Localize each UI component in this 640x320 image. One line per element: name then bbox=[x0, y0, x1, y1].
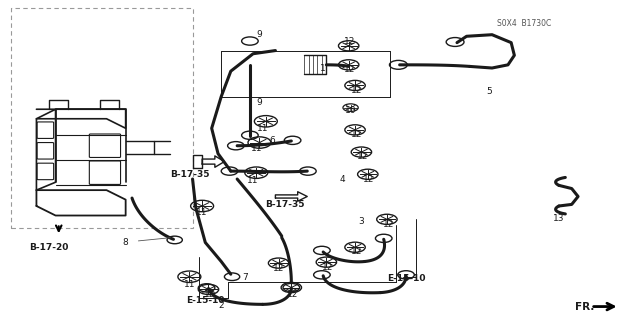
Text: 13: 13 bbox=[553, 214, 564, 223]
Text: 12: 12 bbox=[351, 86, 362, 95]
Text: 12: 12 bbox=[287, 290, 298, 299]
Text: 12: 12 bbox=[351, 247, 362, 257]
Text: 12: 12 bbox=[383, 220, 394, 229]
Text: 11: 11 bbox=[247, 176, 259, 185]
Text: 12: 12 bbox=[344, 36, 356, 45]
Text: 12: 12 bbox=[351, 130, 362, 139]
Text: 9: 9 bbox=[257, 30, 262, 39]
Text: 8: 8 bbox=[123, 238, 129, 247]
Text: S0X4  B1730C: S0X4 B1730C bbox=[497, 19, 551, 28]
Text: 11: 11 bbox=[196, 208, 208, 217]
Text: 3: 3 bbox=[358, 217, 364, 226]
Text: E-15-10: E-15-10 bbox=[186, 296, 225, 305]
Text: 12: 12 bbox=[344, 65, 356, 74]
Text: 11: 11 bbox=[184, 280, 195, 289]
Text: B-17-35: B-17-35 bbox=[170, 170, 210, 179]
Text: 2: 2 bbox=[218, 301, 224, 310]
Text: 5: 5 bbox=[486, 87, 492, 96]
Text: 6: 6 bbox=[269, 136, 275, 146]
Text: 12: 12 bbox=[357, 152, 369, 161]
Text: 11: 11 bbox=[257, 124, 268, 133]
Text: 4: 4 bbox=[339, 174, 345, 184]
Text: 12: 12 bbox=[322, 263, 333, 272]
Text: 9: 9 bbox=[257, 99, 262, 108]
Text: 12: 12 bbox=[364, 174, 375, 184]
Text: 11: 11 bbox=[250, 144, 262, 153]
Text: E-15-10: E-15-10 bbox=[387, 274, 425, 283]
Text: B-17-20: B-17-20 bbox=[29, 243, 69, 252]
Text: 7: 7 bbox=[242, 273, 248, 282]
Text: 10: 10 bbox=[345, 106, 356, 115]
Text: 12: 12 bbox=[204, 290, 216, 299]
Text: 12: 12 bbox=[273, 264, 284, 273]
Text: FR.: FR. bbox=[575, 301, 594, 312]
Text: B-17-35: B-17-35 bbox=[265, 200, 305, 209]
Text: 1: 1 bbox=[320, 63, 326, 73]
